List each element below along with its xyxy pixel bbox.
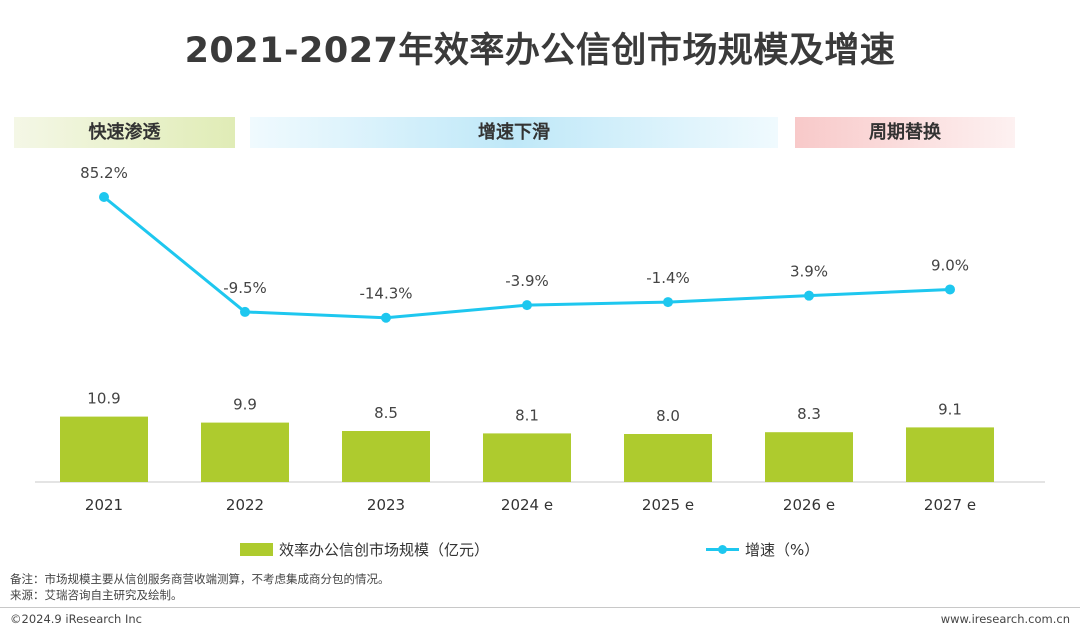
growth-point-7 xyxy=(945,284,955,295)
growth-point-4 xyxy=(522,300,532,311)
growth-value-label-1: 85.2% xyxy=(80,164,128,182)
x-tick-label-6: 2026 e xyxy=(783,496,835,514)
website-url: www.iresearch.com.cn xyxy=(940,612,1070,626)
combo-chart: 10.9 2021 9.9 2022 8.5 2023 8.1 2024 e 8.0 2025 e… xyxy=(35,164,1045,514)
growth-point-2 xyxy=(240,306,250,317)
footer-divider xyxy=(0,607,1080,608)
bar-value-label-7: 9.1 xyxy=(938,400,962,418)
copyright: ©2024.9 iResearch Inc xyxy=(10,612,142,626)
x-tick-label-2: 2022 xyxy=(226,496,264,514)
bar-value-label-5: 8.0 xyxy=(656,407,680,425)
source-text: 来源：艾瑞咨询自主研究及绘制。 xyxy=(10,588,183,602)
x-tick-label-1: 2021 xyxy=(85,496,123,514)
legend-item-market-size: 效率办公信创市场规模（亿元） xyxy=(240,539,489,559)
legend-bar-swatch xyxy=(240,542,273,556)
phase-band-cycle-replacement: 周期替换 xyxy=(795,117,1015,148)
growth-point-3 xyxy=(381,312,391,323)
bar-2 xyxy=(201,422,289,482)
growth-value-label-4: -3.9% xyxy=(505,272,549,290)
phase-band-rapid-penetration: 快速渗透 xyxy=(14,117,235,148)
legend-bar-label: 效率办公信创市场规模（亿元） xyxy=(279,540,490,559)
bar-4 xyxy=(483,433,571,482)
bar-value-label-1: 10.9 xyxy=(87,390,120,408)
x-tick-label-3: 2023 xyxy=(367,496,405,514)
chart-title: 2021-2027年效率办公信创市场规模及增速 xyxy=(184,31,896,71)
growth-value-label-2: -9.5% xyxy=(223,279,267,297)
x-tick-label-5: 2025 e xyxy=(642,496,694,514)
growth-point-5 xyxy=(663,297,673,308)
bar-value-label-6: 8.3 xyxy=(797,405,821,423)
legend-item-growth-rate: 增速（%） xyxy=(706,539,819,559)
bar-6 xyxy=(765,432,853,482)
growth-value-label-5: -1.4% xyxy=(646,269,690,287)
bar-1 xyxy=(60,416,148,482)
bar-7 xyxy=(906,427,994,482)
bar-value-label-4: 8.1 xyxy=(515,406,539,424)
x-tick-label-4: 2024 e xyxy=(501,496,553,514)
growth-rate-line xyxy=(103,195,951,320)
bar-value-label-3: 8.5 xyxy=(374,404,398,422)
growth-value-label-3: -14.3% xyxy=(359,285,412,303)
chart-notes: 备注：市场规模主要从信创服务商营收端测算，不考虑集成商分包的情况。 来源：艾瑞咨… xyxy=(10,571,390,603)
growth-value-label-6: 3.9% xyxy=(790,263,828,281)
growth-point-1 xyxy=(99,192,109,202)
legend-line-label: 增速（%） xyxy=(745,540,820,559)
note-text: 备注：市场规模主要从信创服务商营收端测算，不考虑集成商分包的情况。 xyxy=(10,572,390,586)
growth-point-6 xyxy=(804,290,814,301)
legend-line-swatch xyxy=(706,543,739,556)
bar-3 xyxy=(342,431,430,482)
phase-band-growth-decline: 增速下滑 xyxy=(250,117,778,148)
bar-value-label-2: 9.9 xyxy=(233,396,257,414)
bar-5 xyxy=(624,434,712,482)
growth-value-label-7: 9.0% xyxy=(931,256,969,274)
x-tick-label-7: 2027 e xyxy=(924,496,976,514)
